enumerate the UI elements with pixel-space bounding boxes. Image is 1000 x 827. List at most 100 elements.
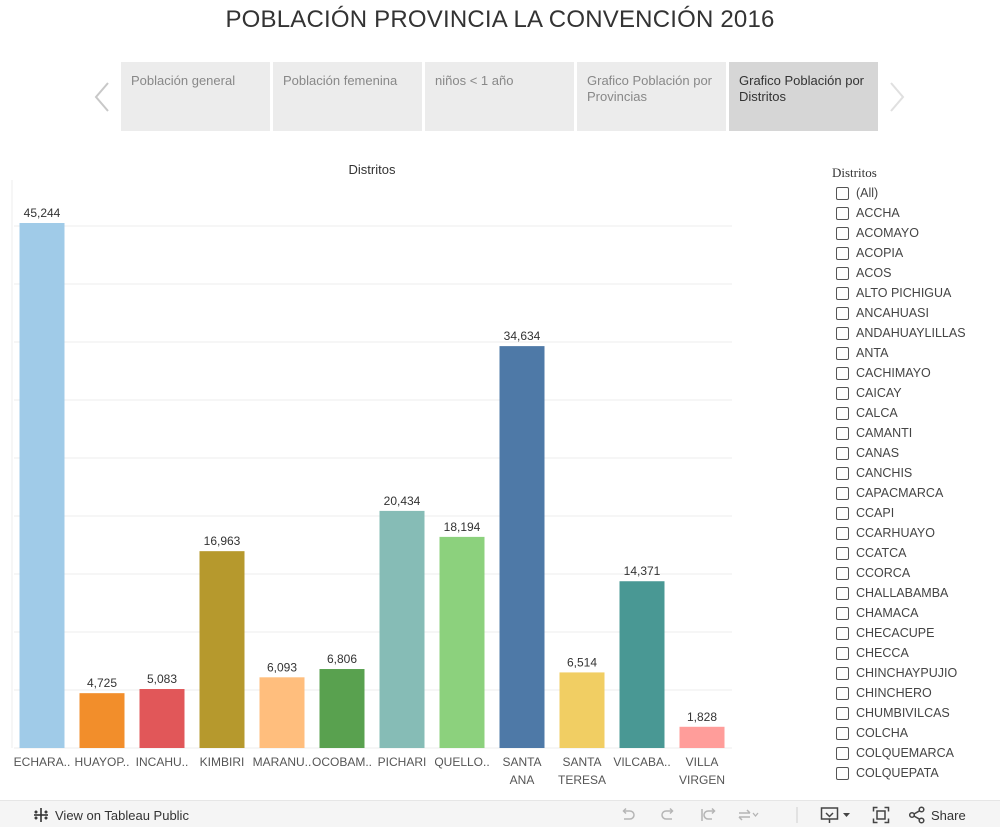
filter-item[interactable]: ANTA <box>836 343 966 363</box>
filter-item-label: CACHIMAYO <box>856 366 931 380</box>
checkbox-icon[interactable] <box>836 206 849 220</box>
checkbox-icon[interactable] <box>836 686 849 700</box>
filter-item[interactable]: CAMANTI <box>836 423 966 443</box>
undo-icon[interactable] <box>619 806 637 824</box>
checkbox-icon[interactable] <box>836 426 849 440</box>
bar[interactable] <box>19 223 65 748</box>
filter-item-label: CHECCA <box>856 646 909 660</box>
checkbox-icon[interactable] <box>836 506 849 520</box>
bar[interactable] <box>619 581 665 748</box>
filter-item[interactable]: CALCA <box>836 403 966 423</box>
filter-item[interactable]: CCARHUAYO <box>836 523 966 543</box>
filter-item[interactable]: ACOS <box>836 263 966 283</box>
story-tab-poblacion-general[interactable]: Población general <box>121 62 270 131</box>
fullscreen-icon[interactable] <box>872 806 890 824</box>
checkbox-icon[interactable] <box>836 386 849 400</box>
filter-item[interactable]: CHINCHAYPUJIO <box>836 663 966 683</box>
filter-item-label: CHUMBIVILCAS <box>856 706 950 720</box>
filter-item[interactable]: ACOMAYO <box>836 223 966 243</box>
download-icon[interactable] <box>820 806 852 824</box>
bar[interactable] <box>79 693 125 748</box>
view-on-tableau-link[interactable]: View on Tableau Public <box>33 806 189 824</box>
filter-item[interactable]: ANDAHUAYLILLAS <box>836 323 966 343</box>
checkbox-icon[interactable] <box>836 406 849 420</box>
checkbox-icon[interactable] <box>836 706 849 720</box>
checkbox-icon[interactable] <box>836 646 849 660</box>
filter-item[interactable]: (All) <box>836 183 966 203</box>
bar[interactable] <box>319 669 365 748</box>
filter-item[interactable]: CACHIMAYO <box>836 363 966 383</box>
checkbox-icon[interactable] <box>836 366 849 380</box>
story-tab-ninos-menor-1[interactable]: niños < 1 año <box>425 62 574 131</box>
filter-item[interactable]: CHECACUPE <box>836 623 966 643</box>
filter-item-label: CANAS <box>856 446 900 460</box>
filter-item-label: COLQUEMARCA <box>856 746 954 760</box>
filter-item[interactable]: CCAPI <box>836 503 966 523</box>
checkbox-icon[interactable] <box>836 446 849 460</box>
story-tab-grafico-provincias[interactable]: Grafico Población por Provincias <box>577 62 726 131</box>
filter-item[interactable]: COLCHA <box>836 723 966 743</box>
filter-item[interactable]: CAICAY <box>836 383 966 403</box>
bar[interactable] <box>139 689 185 748</box>
previous-story-point-icon[interactable] <box>93 80 113 114</box>
checkbox-icon[interactable] <box>836 606 849 620</box>
checkbox-icon[interactable] <box>836 726 849 740</box>
filter-item[interactable]: ALTO PICHIGUA <box>836 283 966 303</box>
next-story-point-icon[interactable] <box>886 80 906 114</box>
x-tick-label: VILLA <box>686 755 719 769</box>
story-tab-grafico-distritos[interactable]: Grafico Población por Distritos <box>729 62 878 131</box>
filter-item[interactable]: CCORCA <box>836 563 966 583</box>
bar[interactable] <box>679 726 725 748</box>
filter-item[interactable]: ANCAHUASI <box>836 303 966 323</box>
refresh-icon[interactable] <box>736 806 760 824</box>
story-tab-poblacion-femenina[interactable]: Población femenina <box>273 62 422 131</box>
filter-item[interactable]: ACCHA <box>836 203 966 223</box>
checkbox-icon[interactable] <box>836 626 849 640</box>
filter-item-label: CAICAY <box>856 386 902 400</box>
checkbox-icon[interactable] <box>836 566 849 580</box>
bar-value-label: 18,194 <box>444 520 481 534</box>
checkbox-icon[interactable] <box>836 486 849 500</box>
filter-item[interactable]: CANCHIS <box>836 463 966 483</box>
bar[interactable] <box>439 536 485 748</box>
checkbox-icon[interactable] <box>836 246 849 260</box>
bar[interactable] <box>559 672 605 748</box>
x-tick-label: MARANU.. <box>253 755 312 769</box>
share-button[interactable]: Share <box>908 806 966 824</box>
checkbox-icon[interactable] <box>836 226 849 240</box>
checkbox-icon[interactable] <box>836 746 849 760</box>
checkbox-icon[interactable] <box>836 466 849 480</box>
checkbox-icon[interactable] <box>836 546 849 560</box>
checkbox-icon[interactable] <box>836 306 849 320</box>
checkbox-icon[interactable] <box>836 266 849 280</box>
bar[interactable] <box>199 551 245 748</box>
filter-item[interactable]: CHUMBIVILCAS <box>836 703 966 723</box>
bar[interactable] <box>499 346 545 748</box>
x-tick-label: VIRGEN <box>679 773 725 787</box>
filter-item[interactable]: CANAS <box>836 443 966 463</box>
filter-item[interactable]: CCATCA <box>836 543 966 563</box>
checkbox-icon[interactable] <box>836 186 849 200</box>
revert-icon[interactable] <box>699 806 717 824</box>
x-tick-label: SANTA <box>562 755 601 769</box>
filter-item[interactable]: COLQUEMARCA <box>836 743 966 763</box>
checkbox-icon[interactable] <box>836 586 849 600</box>
bar[interactable] <box>379 510 425 748</box>
checkbox-icon[interactable] <box>836 326 849 340</box>
checkbox-icon[interactable] <box>836 346 849 360</box>
filter-item[interactable]: CHALLABAMBA <box>836 583 966 603</box>
filter-item[interactable]: CAPACMARCA <box>836 483 966 503</box>
filter-item[interactable]: CHINCHERO <box>836 683 966 703</box>
bar[interactable] <box>259 677 305 748</box>
filter-item-label: CCARHUAYO <box>856 526 935 540</box>
filter-item-label: CANCHIS <box>856 466 913 480</box>
checkbox-icon[interactable] <box>836 666 849 680</box>
filter-item[interactable]: CHAMACA <box>836 603 966 623</box>
checkbox-icon[interactable] <box>836 286 849 300</box>
filter-item[interactable]: COLQUEPATA <box>836 763 966 783</box>
checkbox-icon[interactable] <box>836 766 849 780</box>
redo-icon[interactable] <box>659 806 677 824</box>
filter-item[interactable]: ACOPIA <box>836 243 966 263</box>
filter-item[interactable]: CHECCA <box>836 643 966 663</box>
checkbox-icon[interactable] <box>836 526 849 540</box>
